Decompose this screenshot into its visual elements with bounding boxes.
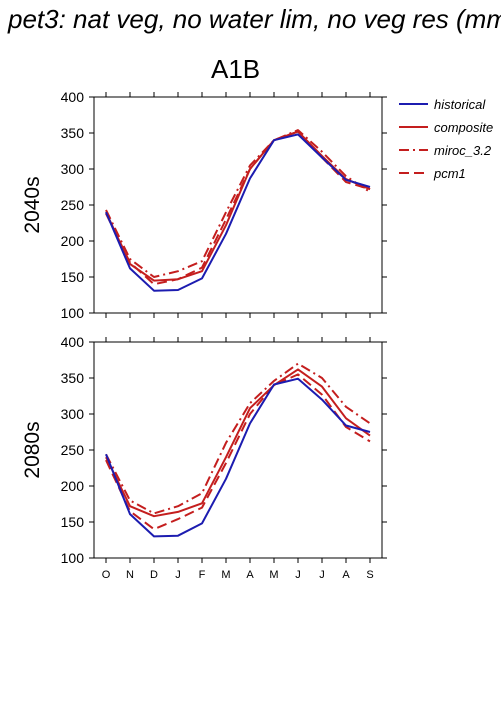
panel-label-2080s: 2080s	[21, 421, 44, 478]
x-tick-label: A	[342, 569, 350, 581]
y-tick-label: 250	[61, 197, 85, 213]
series-line-miroc_3.2	[105, 129, 371, 278]
x-tick-label: D	[150, 569, 158, 581]
series-line-historical	[105, 377, 371, 538]
x-tick-label: J	[295, 569, 301, 581]
y-tick-label: 200	[61, 478, 85, 494]
y-tick-label: 150	[61, 514, 85, 530]
series-line-composite	[105, 368, 371, 518]
chart-title: pet3: nat veg, no water lim, no veg res …	[8, 4, 501, 34]
scenario-label: A1B	[211, 54, 261, 84]
y-tick-label: 200	[61, 233, 85, 249]
x-tick-label: A	[246, 569, 254, 581]
y-tick-label: 100	[61, 305, 85, 321]
legend-label-composite: composite	[434, 120, 493, 135]
legend-label-pcm1: pcm1	[433, 166, 466, 181]
series-line-miroc_3.2	[105, 362, 371, 515]
x-tick-label: J	[319, 569, 325, 581]
x-tick-label: S	[366, 569, 373, 581]
y-tick-label: 100	[61, 550, 85, 566]
panel-label-2040s: 2040s	[21, 176, 44, 233]
x-tick-label: F	[199, 569, 206, 581]
y-tick-label: 400	[61, 89, 85, 105]
legend-label-historical: historical	[434, 97, 486, 112]
y-tick-label: 300	[61, 406, 85, 422]
y-tick-label: 250	[61, 442, 85, 458]
series-line-composite	[105, 130, 371, 282]
y-tick-label: 400	[61, 334, 85, 350]
x-tick-label: M	[221, 569, 230, 581]
x-tick-label: N	[126, 569, 134, 581]
x-tick-label: M	[269, 569, 278, 581]
y-tick-label: 300	[61, 161, 85, 177]
y-tick-label: 150	[61, 269, 85, 285]
x-tick-label: O	[102, 569, 111, 581]
y-tick-label: 350	[61, 370, 85, 386]
x-tick-label: J	[175, 569, 181, 581]
legend-label-miroc_3.2: miroc_3.2	[434, 143, 492, 158]
series-line-historical	[105, 133, 371, 292]
y-tick-label: 350	[61, 125, 85, 141]
series-line-pcm1	[105, 373, 371, 531]
